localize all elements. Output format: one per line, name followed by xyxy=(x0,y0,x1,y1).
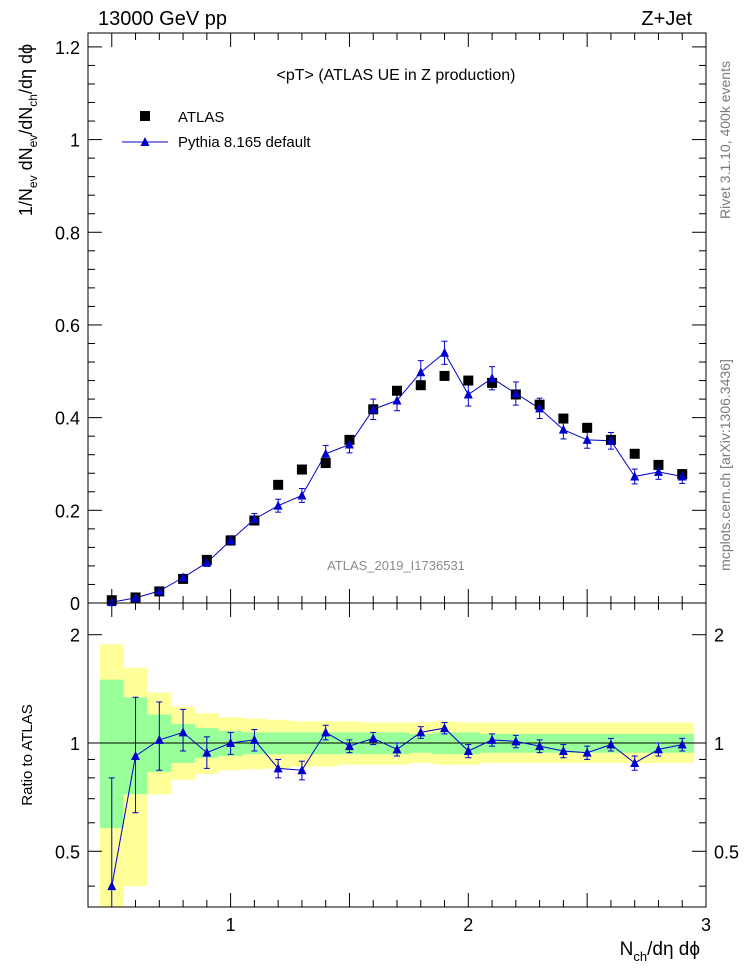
plot-title: <pT> (ATLAS UE in Z production) xyxy=(277,67,516,84)
pythia-point xyxy=(368,404,378,414)
pythia-point xyxy=(131,592,141,602)
atlas-point xyxy=(320,458,331,469)
ratio-point xyxy=(487,734,497,744)
ratio-point xyxy=(273,763,283,773)
x-tick-label: 2 xyxy=(463,915,473,935)
main-y-tick-label: 1.2 xyxy=(55,38,80,58)
ratio-point xyxy=(511,736,521,746)
pythia-point xyxy=(463,389,473,399)
pythia-point xyxy=(630,471,640,481)
ratio-point xyxy=(321,727,331,737)
ratio-y-tick-label-right: 1 xyxy=(714,734,724,754)
pythia-point xyxy=(344,439,354,449)
energy-label: 13000 GeV pp xyxy=(98,8,227,30)
ratio-point xyxy=(297,765,307,775)
ratio-point xyxy=(107,881,117,891)
main-y-tick-label: 0.2 xyxy=(55,501,80,521)
atlas-point xyxy=(415,380,426,391)
ratio-plot-frame xyxy=(87,602,707,908)
pythia-point xyxy=(202,557,212,567)
main-y-tick-label: 0.4 xyxy=(55,409,80,429)
ratio-point xyxy=(535,741,545,751)
ratio-point xyxy=(558,746,568,756)
atlas-point xyxy=(582,422,593,433)
ratio-point xyxy=(630,757,640,767)
pythia-point xyxy=(392,395,402,405)
x-tick-label: 1 xyxy=(226,915,236,935)
ratio-point xyxy=(178,727,188,737)
ratio-point xyxy=(226,737,236,747)
pythia-point xyxy=(416,367,426,377)
legend-atlas-label: ATLAS xyxy=(178,109,224,126)
main-y-axis-label: 1/Nev dNev/dNch/dη dϕ xyxy=(16,44,40,216)
pythia-point xyxy=(511,388,521,398)
pythia-point xyxy=(558,424,568,434)
ratio-y-axis-label: Ratio to ATLAS xyxy=(19,704,36,805)
pythia-point xyxy=(677,471,687,481)
ratio-y-tick-label-right: 0.5 xyxy=(714,842,739,862)
pythia-point xyxy=(440,347,450,357)
ratio-y-tick-label: 0.5 xyxy=(55,842,80,862)
ratio-point xyxy=(368,733,378,743)
ratio-point xyxy=(344,741,354,751)
ratio-point xyxy=(582,747,592,757)
atlas-point xyxy=(392,385,402,396)
x-axis-label: Nch/dη dϕ xyxy=(620,939,700,964)
main-y-tick-label: 0.6 xyxy=(55,316,80,336)
atlas-point xyxy=(439,370,450,381)
atlas-point xyxy=(463,375,474,386)
ratio-point xyxy=(131,751,141,761)
x-tick-label: 3 xyxy=(701,915,711,935)
atlas-point xyxy=(273,479,284,490)
ratio-point xyxy=(154,734,164,744)
ratio-point xyxy=(202,747,212,757)
atlas-point xyxy=(296,464,307,475)
watermark: ATLAS_2019_I1736531 xyxy=(327,558,465,573)
pythia-point xyxy=(606,435,616,445)
pythia-point xyxy=(178,572,188,582)
main-y-tick-label: 0.8 xyxy=(55,223,80,243)
ratio-point xyxy=(440,723,450,733)
ratio-y-tick-label-right: 2 xyxy=(714,626,724,646)
legend-pythia-label: Pythia 8.165 default xyxy=(178,134,311,151)
legend: ATLAS Pythia 8.165 default xyxy=(122,109,311,151)
pythia-point xyxy=(154,585,164,595)
pythia-point xyxy=(653,466,663,476)
pythia-point xyxy=(273,500,283,510)
pythia-point xyxy=(487,373,497,383)
atlas-point xyxy=(487,377,498,388)
pythia-point xyxy=(249,514,259,524)
legend-pythia-marker xyxy=(140,137,150,146)
ratio-point xyxy=(463,746,473,756)
pythia-point xyxy=(321,448,331,458)
pythia-point xyxy=(107,597,117,607)
ratio-point xyxy=(416,727,426,737)
process-label: Z+Jet xyxy=(641,8,692,30)
ratio-point xyxy=(606,739,616,749)
main-y-tick-label: 0 xyxy=(70,594,80,614)
ratio-point xyxy=(392,744,402,754)
atlas-point xyxy=(653,459,664,470)
atlas-point xyxy=(629,448,640,459)
ratio-point xyxy=(653,744,663,754)
pythia-point xyxy=(582,434,592,444)
legend-atlas-marker xyxy=(140,111,150,121)
ratio-y-tick-label: 2 xyxy=(70,626,80,646)
ratio-band-total xyxy=(99,644,695,907)
pythia-point xyxy=(297,490,307,500)
pythia-point xyxy=(535,403,545,413)
atlas-point xyxy=(558,413,569,424)
ratio-point xyxy=(677,739,687,749)
pythia-point xyxy=(226,535,236,545)
ratio-y-tick-label: 1 xyxy=(70,734,80,754)
ratio-point xyxy=(249,734,259,744)
main-y-tick-label: 1 xyxy=(70,131,80,151)
